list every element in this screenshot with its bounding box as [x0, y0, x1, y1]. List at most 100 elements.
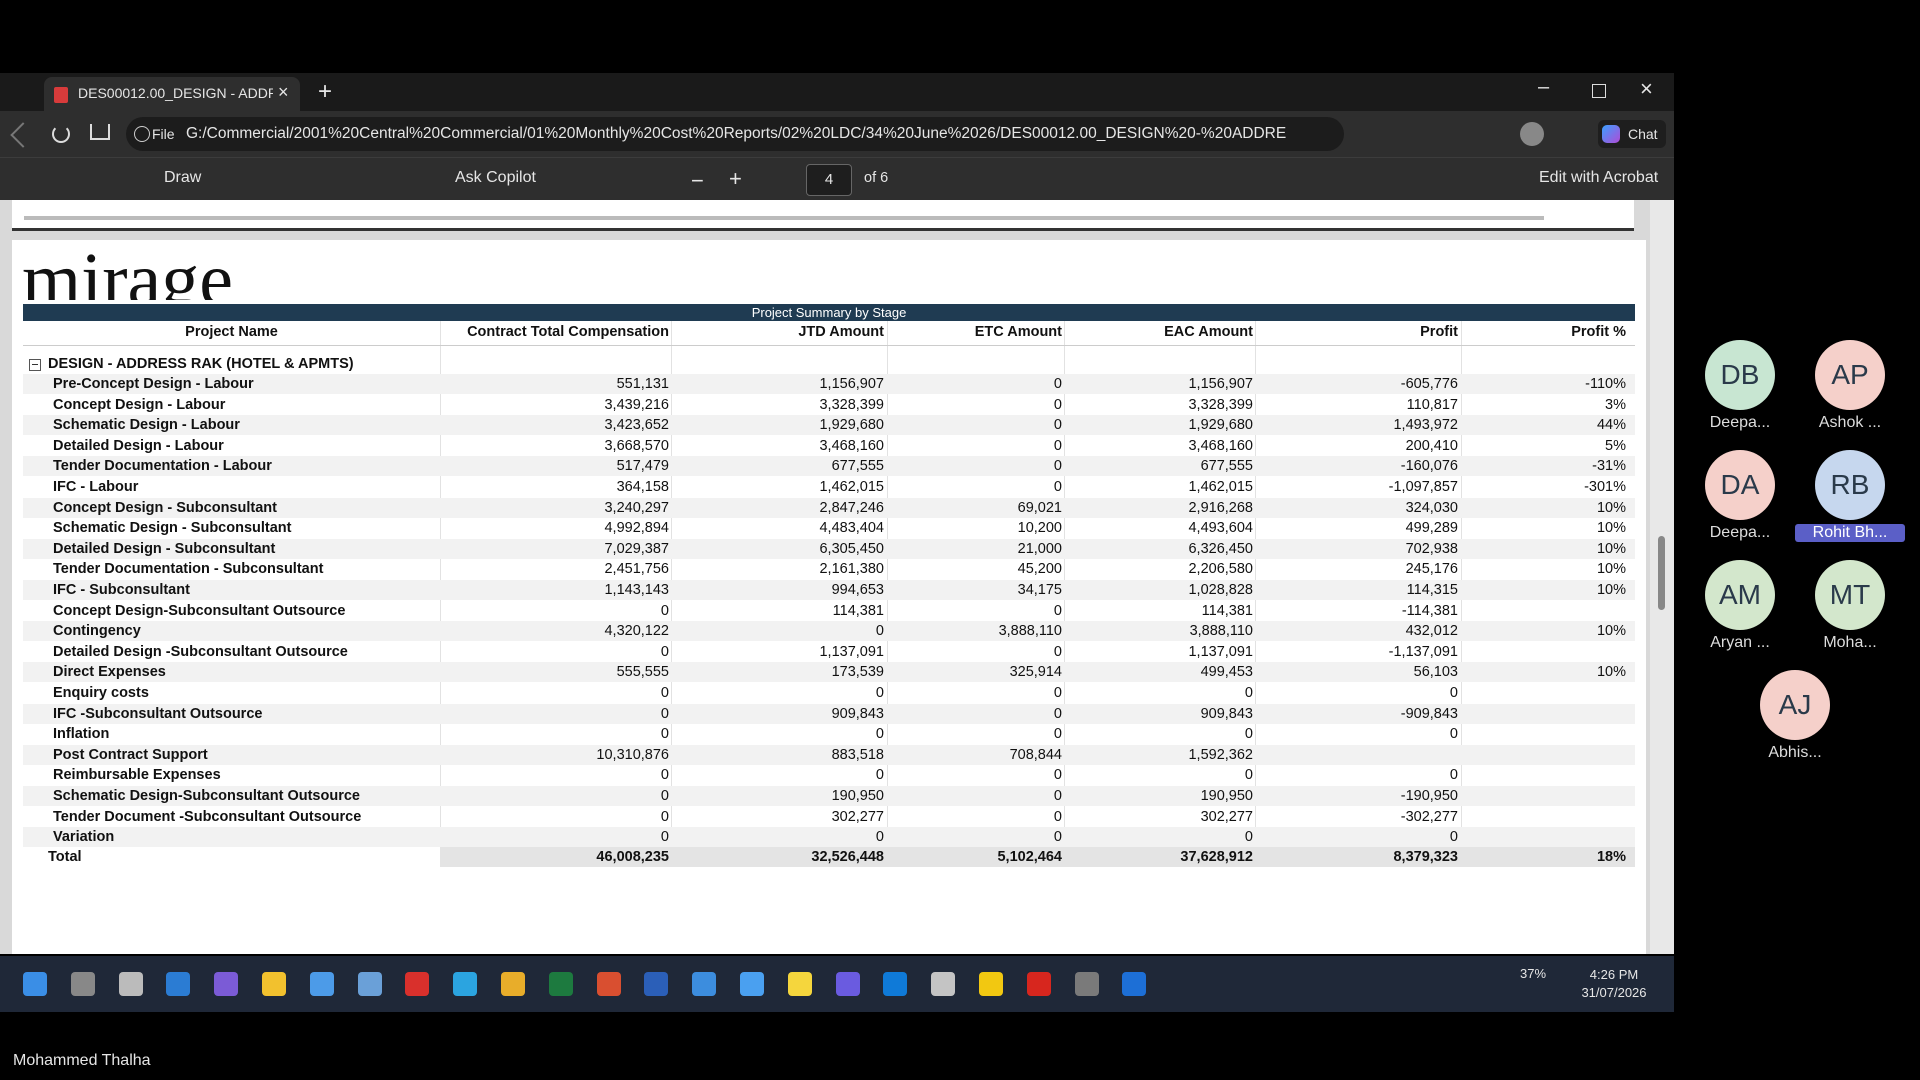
vertical-scrollbar[interactable]	[1650, 200, 1674, 954]
row-cell: 44%	[1596, 417, 1626, 434]
new-tab[interactable]: +	[318, 78, 333, 105]
row-label: Enquiry costs	[53, 685, 149, 701]
total-cell: 32,526,448	[811, 849, 884, 865]
column-header: Contract Total Compensation	[467, 324, 669, 340]
row-label: Concept Design - Labour	[53, 396, 226, 413]
zoom-in[interactable]: +	[729, 166, 742, 191]
row-cell: 0	[660, 726, 669, 743]
pdf-toolbar: Draw Ask Copilot − + 4 of 6 Edit with Ac…	[0, 157, 1674, 201]
zoom-out[interactable]: −	[691, 168, 704, 193]
participant-avatar[interactable]: AM	[1705, 560, 1775, 630]
participant-avatar[interactable]: DA	[1705, 450, 1775, 520]
row-cell: 10%	[1596, 623, 1626, 640]
column-header: ETC Amount	[974, 324, 1062, 340]
row-cell: 499,453	[1200, 664, 1253, 681]
header-rule	[23, 345, 1635, 346]
row-cell: 3,423,652	[604, 417, 669, 434]
row-cell: 0	[660, 602, 669, 619]
scroll-thumb[interactable]	[1658, 536, 1665, 610]
row-band	[23, 415, 1635, 436]
row-label: Tender Documentation - Subconsultant	[53, 561, 324, 578]
row-cell: 364,158	[616, 479, 669, 495]
close-window[interactable]: ×	[1640, 76, 1653, 101]
row-cell: 1,592,362	[1188, 746, 1253, 763]
row-cell: 10%	[1596, 664, 1626, 681]
row-cell: 0	[660, 643, 669, 660]
row-band	[23, 456, 1635, 477]
row-label: Variation	[53, 829, 115, 846]
row-cell: 10%	[1596, 540, 1626, 557]
edit-with-acrobat[interactable]: Edit with Acrobat	[1539, 169, 1659, 186]
taskbar-app	[23, 972, 47, 996]
page-input[interactable]: 4	[806, 164, 852, 196]
tab-close[interactable]: ×	[278, 82, 289, 102]
row-cell: 0	[660, 705, 669, 722]
row-cell: 2,161,380	[819, 561, 884, 578]
row-band	[23, 374, 1635, 394]
draw-button[interactable]: Draw	[164, 169, 202, 186]
row-cell: 702,938	[1405, 540, 1458, 557]
restore[interactable]	[1592, 84, 1606, 98]
row-cell: 1,929,680	[1188, 417, 1253, 434]
taskbar-app	[405, 972, 430, 996]
row-cell: 10%	[1596, 499, 1626, 516]
row-cell: 1,462,015	[1188, 479, 1253, 495]
row-cell: -114,381	[1401, 602, 1458, 619]
home-button[interactable]	[90, 124, 110, 140]
taskbar-app	[979, 972, 1003, 996]
profile[interactable]	[1520, 122, 1544, 146]
row-cell: 5%	[1605, 437, 1626, 454]
row-cell: 883,518	[831, 746, 884, 763]
row-label: Tender Documentation - Labour	[53, 458, 272, 475]
row-cell: 0	[1053, 726, 1062, 743]
row-cell: 0	[1053, 705, 1062, 722]
row-band	[23, 621, 1635, 642]
participant-avatar[interactable]: AP	[1815, 340, 1885, 410]
taskbar-app	[787, 972, 812, 996]
row-cell: 7,029,387	[604, 540, 669, 557]
row-cell: 499,289	[1405, 520, 1458, 537]
row-cell: 114,381	[832, 602, 884, 619]
url-text: G:/Commercial/2001%20Central%20Commercia…	[186, 125, 1286, 142]
row-cell: 56,103	[1413, 664, 1458, 681]
taskbar-app	[1074, 972, 1099, 996]
column-header: Profit	[1420, 324, 1458, 340]
ask-copilot[interactable]: Ask Copilot	[455, 169, 536, 186]
row-cell: 110,817	[1406, 396, 1458, 413]
url-field[interactable]: File G:/Commercial/2001%20Central%20Comm…	[126, 117, 1344, 151]
taskbar-app	[596, 972, 621, 996]
taskbar-app	[214, 972, 239, 996]
row-cell: 0	[1053, 396, 1062, 413]
row-cell: 3,439,216	[604, 396, 669, 413]
row-cell: 0	[1053, 437, 1062, 454]
taskbar-app	[740, 972, 764, 996]
row-cell: 4,320,122	[604, 623, 669, 640]
info-icon	[134, 126, 150, 142]
row-cell: 0	[1053, 479, 1062, 495]
total-band	[440, 847, 1635, 867]
chat-button[interactable]: Chat	[1598, 120, 1666, 148]
collapse-bar	[32, 364, 38, 365]
row-cell: 10,310,876	[596, 746, 669, 763]
row-cell: 909,843	[831, 705, 884, 722]
row-cell: 0	[875, 767, 884, 784]
presenter-name: Mohammed Thalha	[13, 1052, 151, 1069]
minimize[interactable]: –	[1538, 76, 1550, 98]
participant-avatar[interactable]: AJ	[1760, 670, 1830, 740]
row-cell: 114,381	[1201, 602, 1253, 619]
clock-time: 4:26 PM	[1589, 967, 1639, 982]
participant-avatar[interactable]: MT	[1815, 560, 1885, 630]
collapse-icon	[29, 359, 41, 371]
participant-avatar[interactable]: RB	[1815, 450, 1885, 520]
browser-tab[interactable]: DES00012.00_DESIGN - ADDRESS ×	[44, 77, 300, 111]
participant-avatar[interactable]: DB	[1705, 340, 1775, 410]
row-cell: 0	[875, 829, 884, 846]
row-cell: 1,929,680	[819, 417, 884, 434]
row-cell: 34,175	[1017, 582, 1062, 598]
taskbar-app	[883, 972, 908, 996]
taskbar-app	[644, 972, 669, 996]
row-cell: 1,462,015	[819, 479, 884, 495]
reload-button[interactable]	[52, 125, 70, 143]
row-cell: 4,992,894	[604, 520, 669, 537]
